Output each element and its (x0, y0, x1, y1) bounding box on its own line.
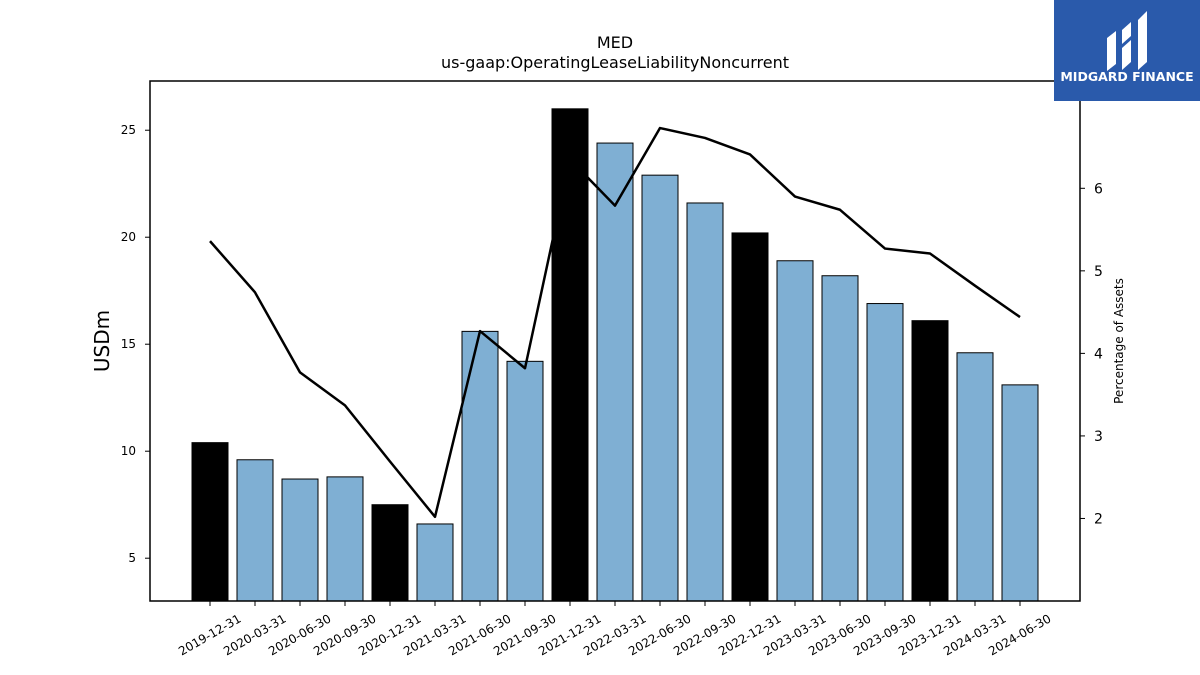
bar-group (191, 108, 1039, 602)
y2-tick-label: 6 (1094, 181, 1103, 197)
y2-tick-label: 2 (1094, 511, 1103, 527)
y-tick-label: 20 (121, 230, 136, 244)
y2-tick-label: 5 (1094, 264, 1103, 280)
line-layer (209, 126, 1021, 519)
bar (956, 352, 994, 602)
bar (686, 202, 724, 602)
plot-frame (149, 80, 1081, 602)
x-axis: 2019-12-312020-03-312020-06-302020-09-30… (176, 601, 1054, 658)
logo-text: MIDGARD FINANCE (1060, 69, 1193, 84)
bar (326, 476, 364, 602)
chart-subtitle: us-gaap:OperatingLeaseLiabilityNoncurren… (441, 53, 789, 72)
bar (911, 320, 949, 602)
bar (731, 232, 769, 602)
y2-tick-label: 4 (1094, 346, 1103, 362)
logo: MIDGARD FINANCE (1054, 0, 1200, 101)
bar (416, 523, 454, 602)
bar (551, 108, 589, 602)
bar (821, 275, 859, 602)
y-axis-label: USDm (90, 310, 114, 372)
bar (461, 330, 499, 602)
y-axis: 5 10 15 20 25 (121, 123, 150, 565)
chart-title: MED (597, 33, 633, 52)
bar (371, 504, 409, 602)
bar (641, 174, 679, 602)
y2-axis: 2 3 4 5 6 (1080, 181, 1103, 527)
bar (866, 303, 904, 602)
y-tick-label: 5 (128, 551, 136, 565)
bar (191, 442, 229, 602)
series-line (209, 126, 1021, 519)
y2-axis-label: Percentage of Assets (1112, 278, 1126, 404)
bar (236, 459, 274, 602)
bar (776, 260, 814, 602)
y2-tick-label: 3 (1094, 429, 1103, 445)
bar (281, 478, 319, 602)
bar (506, 360, 544, 602)
y-tick-label: 25 (121, 123, 136, 137)
logo-mark-icon (1107, 11, 1147, 71)
bar (1001, 384, 1039, 602)
y-tick-label: 10 (121, 444, 136, 458)
y-tick-label: 15 (121, 337, 136, 351)
bar (596, 142, 634, 602)
